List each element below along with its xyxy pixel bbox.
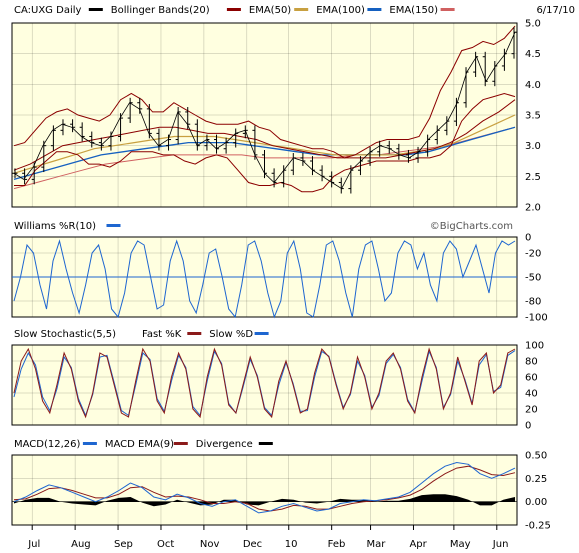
- stoch-y-tick: 0: [525, 421, 531, 432]
- x-tick-label: Mar: [367, 539, 387, 550]
- legend-macd: MACD(12,26) MACD EMA(9) Divergence: [14, 439, 273, 450]
- macd-line: [13, 461, 516, 514]
- price-close-line: [13, 32, 516, 190]
- williams-y-tick: -100: [525, 313, 548, 324]
- price-y-tick: 3.5: [525, 111, 541, 122]
- price-panel: 5.0 4.5 4.0 3.5 3.0 2.5 2.0: [11, 19, 541, 214]
- price-y-tick: 3.0: [525, 141, 541, 152]
- price-y-tick: 2.5: [525, 172, 541, 183]
- macd-y-tick: 0.00: [525, 497, 547, 508]
- legend-williams: Williams %R(10): [14, 221, 121, 232]
- price-y-tick: 2.0: [525, 203, 541, 214]
- x-axis: Jul Aug Sep Oct Nov Dec 10 Feb Mar Apr May Jun: [27, 525, 508, 550]
- macd-y-tick: -0.25: [525, 521, 551, 532]
- x-tick-label: May: [450, 539, 471, 550]
- x-tick-label: Apr: [409, 539, 427, 550]
- macd-y-tick: 0.50: [525, 451, 547, 462]
- macd-ema-line: [13, 465, 516, 512]
- williams-y-tick: -80: [525, 297, 541, 308]
- legend-label: Slow Stochastic(5,5): [14, 329, 116, 340]
- stoch-panel: 100 80 60 40 20 0: [11, 341, 544, 432]
- legend-label: EMA(150): [389, 5, 438, 16]
- x-tick-label: Dec: [243, 539, 262, 550]
- price-y-tick: 5.0: [525, 19, 541, 30]
- legend-label: EMA(100): [316, 5, 365, 16]
- legend-label: EMA(50): [249, 5, 291, 16]
- legend-label: Bollinger Bands(20): [111, 5, 210, 16]
- stoch-y-tick: 40: [525, 389, 538, 400]
- divergence-area: [14, 494, 515, 507]
- bollinger-mid-line: [13, 99, 516, 171]
- williams-y-tick: 0: [525, 233, 531, 244]
- williams-panel: 0 -20 -50 -80 -100: [11, 233, 548, 324]
- stoch-y-tick: 80: [525, 357, 538, 368]
- macd-y-tick: 0.25: [525, 474, 547, 485]
- x-tick-label: Sep: [114, 539, 133, 550]
- fast-k-line: [13, 347, 516, 419]
- legend-label: MACD EMA(9): [105, 439, 174, 450]
- watermark: ©BigCharts.com: [430, 221, 513, 232]
- williams-y-tick: -50: [525, 273, 541, 284]
- legend-label: MACD(12,26): [14, 439, 81, 450]
- legend-label: Divergence: [196, 439, 253, 450]
- legend-label: Slow %D: [209, 329, 253, 340]
- legend-label: Fast %K: [142, 329, 182, 340]
- stoch-plot-area: [11, 344, 518, 426]
- date-label: 6/17/10: [536, 5, 575, 16]
- bollinger-lower-line: [14, 92, 516, 193]
- williams-line: [13, 239, 516, 319]
- x-tick-label: Oct: [157, 539, 174, 550]
- stoch-y-tick: 20: [525, 405, 538, 416]
- x-tick-label: Nov: [200, 539, 220, 550]
- x-tick-label: Feb: [328, 539, 346, 550]
- stoch-y-tick: 100: [525, 341, 544, 352]
- x-tick-label: Jun: [492, 539, 509, 550]
- price-y-tick: 4.5: [525, 49, 541, 60]
- price-y-tick: 4.0: [525, 80, 541, 91]
- ema100-line: [13, 126, 516, 181]
- williams-y-tick: -20: [525, 249, 541, 260]
- stoch-y-tick: 60: [525, 373, 538, 384]
- x-tick-label: Jul: [27, 539, 40, 550]
- x-tick-label: 10: [285, 539, 298, 550]
- x-tick-label: Aug: [71, 539, 91, 550]
- bollinger-upper-line: [13, 25, 516, 159]
- legend-stoch: Slow Stochastic(5,5) Fast %K Slow %D: [14, 329, 269, 340]
- legend-label: CA:UXG Daily: [14, 5, 81, 16]
- macd-panel: 0.50 0.25 0.00 -0.25: [11, 451, 551, 532]
- legend-label: Williams %R(10): [14, 221, 96, 232]
- macd-plot-area: [11, 454, 518, 526]
- legend-price: CA:UXG Daily Bollinger Bands(20) EMA(50) EM…: [14, 5, 455, 16]
